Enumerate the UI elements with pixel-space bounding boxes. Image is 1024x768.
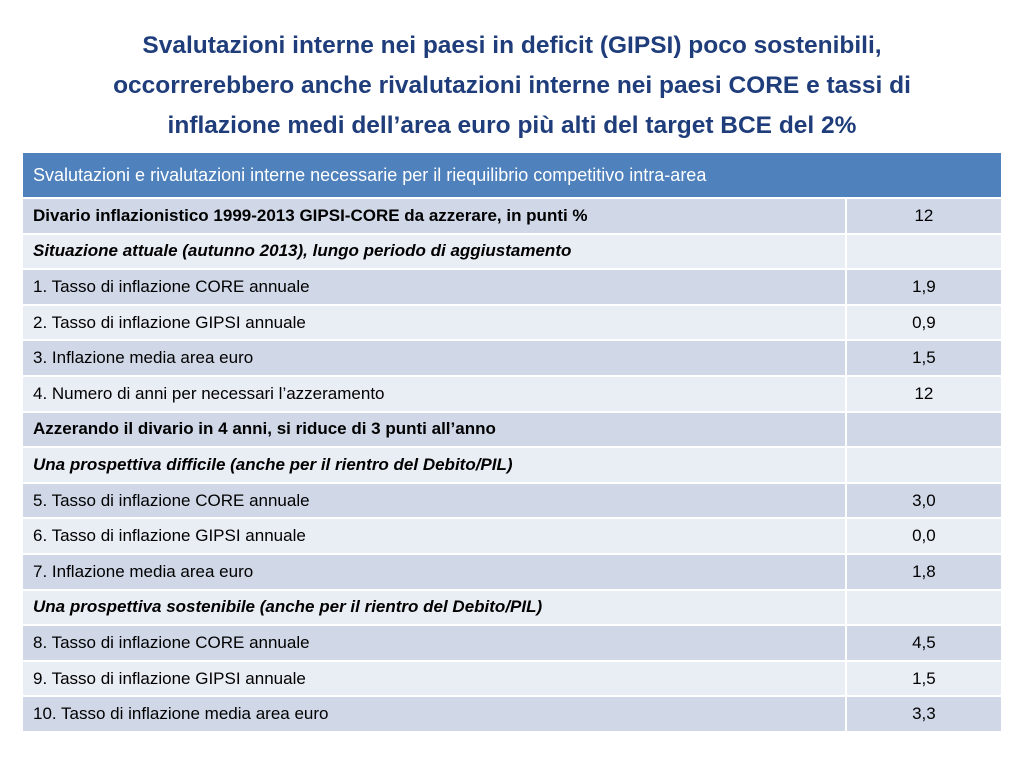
table-row: 5. Tasso di inflazione CORE annuale 3,0 — [21, 481, 1004, 520]
row-label: 9. Tasso di inflazione GIPSI annuale — [21, 659, 847, 698]
table-row: 10. Tasso di inflazione media area euro 3… — [21, 695, 1004, 733]
table-row: 7. Inflazione media area euro 1,8 — [21, 552, 1004, 591]
row-value — [844, 446, 1004, 484]
title-line: Svalutazioni interne nei paesi in defici… — [142, 32, 882, 59]
row-value: 0,9 — [844, 303, 1004, 342]
table-header: Svalutazioni e rivalutazioni interne nec… — [21, 151, 1003, 199]
row-label: 5. Tasso di inflazione CORE annuale — [21, 481, 847, 520]
row-label: 3. Inflazione media area euro — [21, 339, 847, 377]
row-label: 6. Tasso di inflazione GIPSI annuale — [21, 517, 847, 555]
row-value — [844, 410, 1004, 449]
table-row: Una prospettiva difficile (anche per il … — [21, 446, 1004, 484]
row-value: 1,5 — [844, 339, 1004, 377]
row-label: Divario inflazionistico 1999-2013 GIPSI-… — [21, 197, 847, 235]
row-value: 3,0 — [844, 481, 1004, 520]
row-value: 0,0 — [844, 517, 1004, 555]
table-row: 6. Tasso di inflazione GIPSI annuale 0,0 — [21, 517, 1004, 555]
table-row: Situazione attuale (autunno 2013), lungo… — [21, 232, 1004, 271]
slide-title: Svalutazioni interne nei paesi in defici… — [40, 26, 984, 146]
row-value: 1,5 — [844, 659, 1004, 698]
row-value: 4,5 — [844, 624, 1004, 662]
row-value: 12 — [844, 197, 1004, 235]
row-label: 2. Tasso di inflazione GIPSI annuale — [21, 303, 847, 342]
row-value — [844, 232, 1004, 271]
row-label: 7. Inflazione media area euro — [21, 552, 847, 591]
table-header-row: Svalutazioni e rivalutazioni interne nec… — [21, 151, 1003, 199]
row-value: 3,3 — [844, 695, 1004, 733]
table-row: Una prospettiva sostenibile (anche per i… — [21, 588, 1004, 627]
row-label: Una prospettiva difficile (anche per il … — [21, 446, 847, 484]
data-table: Svalutazioni e rivalutazioni interne nec… — [21, 151, 1004, 733]
table-row: 8. Tasso di inflazione CORE annuale 4,5 — [21, 624, 1004, 662]
table-row: Divario inflazionistico 1999-2013 GIPSI-… — [21, 197, 1004, 235]
row-label: 1. Tasso di inflazione CORE annuale — [21, 268, 847, 306]
row-value: 1,9 — [844, 268, 1004, 306]
table-row: 2. Tasso di inflazione GIPSI annuale 0,9 — [21, 303, 1004, 342]
row-value: 12 — [844, 374, 1004, 413]
table-row: Azzerando il divario in 4 anni, si riduc… — [21, 410, 1004, 449]
row-label: 4. Numero di anni per necessari l’azzera… — [21, 374, 847, 413]
row-label: 10. Tasso di inflazione media area euro — [21, 695, 847, 733]
title-line: inflazione medi dell’area euro più alti … — [167, 112, 857, 139]
row-label: 8. Tasso di inflazione CORE annuale — [21, 624, 847, 662]
table-row: 1. Tasso di inflazione CORE annuale 1,9 — [21, 268, 1004, 306]
table-row: 9. Tasso di inflazione GIPSI annuale 1,5 — [21, 659, 1004, 698]
table-row: 4. Numero di anni per necessari l’azzera… — [21, 374, 1004, 413]
row-value: 1,8 — [844, 552, 1004, 591]
title-line: occorrerebbero anche rivalutazioni inter… — [113, 72, 911, 99]
row-label: Situazione attuale (autunno 2013), lungo… — [21, 232, 847, 271]
table-row: 3. Inflazione media area euro 1,5 — [21, 339, 1004, 377]
row-label: Azzerando il divario in 4 anni, si riduc… — [21, 410, 847, 449]
row-value — [844, 588, 1004, 627]
row-label: Una prospettiva sostenibile (anche per i… — [21, 588, 847, 627]
